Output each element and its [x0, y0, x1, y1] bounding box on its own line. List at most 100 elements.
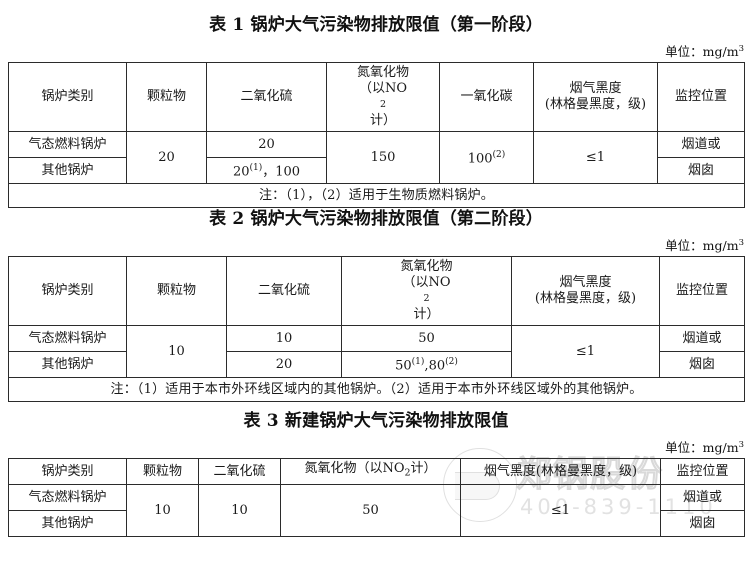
table-row: 其他锅炉 20 50(1),80(2) 烟囱	[8, 351, 745, 379]
nox-a-number: 50	[395, 358, 412, 374]
table-1-unit-label: 单位：mg/m	[665, 44, 739, 60]
table-2-position-line2: 烟囱	[659, 351, 745, 379]
table-2-header-smoke: 烟气黑度 (林格曼黑度，级)	[511, 256, 660, 327]
table-2-header-nox-line1: 氮氧化物	[400, 259, 453, 275]
co-superscript: (2)	[492, 150, 506, 161]
table-row: 其他锅炉 烟囱	[8, 510, 745, 538]
table-1-unit-exponent: 3	[738, 44, 744, 54]
table-1-header-nox-line2: （以NO 2 计）	[328, 81, 438, 129]
table-1-header-smoke: 烟气黑度 (林格曼黑度，级)	[533, 62, 658, 133]
nox-pre: 氮氧化物（以NO	[304, 461, 405, 477]
table-1-unit: 单位：mg/m3	[0, 41, 752, 60]
table-1-header-category: 锅炉类别	[8, 62, 127, 133]
table-1-nox-value: 150	[326, 131, 440, 185]
table-2-header-category: 锅炉类别	[8, 256, 127, 327]
table-1-smoke-value: ≤1	[533, 131, 658, 185]
table-3-so2-value: 10	[198, 484, 281, 538]
table-1-header-particulate: 颗粒物	[126, 62, 207, 133]
table-1-note: 注：（1），（2）适用于生物质燃料锅炉。	[8, 183, 745, 209]
table-1-row-gas-label: 气态燃料锅炉	[8, 131, 127, 159]
table-3-unit: 单位：mg/m3	[0, 437, 752, 456]
table-3-unit-label: 单位：mg/m	[665, 440, 739, 456]
table-1-so2-gas-value: 20	[206, 131, 327, 159]
table-1-block: 表 1 锅炉大气污染物排放限值（第一阶段） 单位：mg/m3 锅炉类别 颗粒物 …	[0, 14, 752, 209]
table-2-so2-other-value: 20	[226, 351, 342, 379]
table-2-header-nox-line2: （以NO 2 计）	[343, 275, 510, 323]
table-3: 锅炉类别 颗粒物 二氧化硫 氮氧化物（以NO2计） 烟气黑度(林格曼黑度，级) …	[8, 458, 745, 538]
table-3-header-so2: 二氧化硫	[198, 458, 281, 486]
table-1-co-value: 100(2)	[439, 131, 534, 185]
table-2-block: 表 2 锅炉大气污染物排放限值（第二阶段） 单位：mg/m3 锅炉类别 颗粒物 …	[0, 208, 752, 403]
table-3-particulate-value: 10	[126, 484, 199, 538]
nox-post: 计）	[413, 307, 440, 323]
table-1-position-line1: 烟道或	[657, 131, 745, 159]
table-3-unit-exponent: 3	[738, 440, 744, 450]
nox-a-superscript: (1)	[411, 357, 425, 368]
table-1-header-position: 监控位置	[657, 62, 745, 133]
table-2-particulate-value: 10	[126, 325, 227, 379]
table-3-nox-value: 50	[280, 484, 461, 538]
table-row: 气态燃料锅炉 20 20 150 100(2) ≤1 烟道或	[8, 131, 745, 185]
nox-separator: ,	[424, 358, 429, 374]
table-2-note: 注：（1）适用于本市外环线区域内的其他锅炉。（2）适用于本市外环线区域外的其他锅…	[8, 377, 745, 403]
table-2-unit-label: 单位：mg/m	[665, 238, 739, 254]
table-3-header-row: 锅炉类别 颗粒物 二氧化硫 氮氧化物（以NO2计） 烟气黑度(林格曼黑度，级) …	[8, 458, 745, 486]
nox-b-superscript: (2)	[445, 357, 458, 368]
table-1-header-row: 锅炉类别 颗粒物 二氧化硫 氮氧化物 （以NO 2 计） 一氧化碳 烟气黑度 (林格…	[8, 62, 745, 133]
table-3-header-position: 监控位置	[660, 458, 745, 486]
nox-pre: （以NO	[358, 81, 408, 97]
table-3-smoke-value: ≤1	[460, 484, 661, 538]
nox-subscript: 2	[404, 467, 411, 479]
nox-post: 计）	[410, 461, 437, 477]
table-2-nox-other-value: 50(1),80(2)	[341, 351, 512, 379]
table-3-row-other-label: 其他锅炉	[8, 510, 127, 538]
so2-superscript: (1)	[249, 163, 263, 174]
table-2-row-gas-label: 气态燃料锅炉	[8, 325, 127, 353]
table-3-header-smoke: 烟气黑度(林格曼黑度，级)	[460, 458, 661, 486]
table-3-title: 表 3 新建锅炉大气污染物排放限值	[243, 411, 509, 431]
table-3-header-particulate: 颗粒物	[126, 458, 199, 486]
table-2-header-row: 锅炉类别 颗粒物 二氧化硫 氮氧化物 （以NO 2 计） 烟气黑度 (林格曼黑度，级…	[8, 256, 745, 327]
table-2-unit: 单位：mg/m3	[0, 235, 752, 254]
table-3-position-line1: 烟道或	[660, 484, 745, 512]
so2-number: 20	[232, 164, 250, 180]
table-1-particulate-value: 20	[126, 131, 207, 185]
table-1-header-smoke-line2: (林格曼黑度，级)	[544, 97, 647, 113]
table-3-block: 表 3 新建锅炉大气污染物排放限值 单位：mg/m3 锅炉类别 颗粒物 二氧化硫…	[0, 410, 752, 538]
table-2-header-position: 监控位置	[659, 256, 745, 327]
table-1-header-smoke-line1: 烟气黑度	[569, 81, 622, 97]
table-1-header-so2: 二氧化硫	[206, 62, 327, 133]
table-2-so2-gas-value: 10	[226, 325, 342, 353]
nox-subscript: 2	[379, 99, 387, 111]
table-3-header-nox: 氮氧化物（以NO2计）	[280, 458, 461, 486]
table-3-position-line2: 烟囱	[660, 510, 745, 538]
table-2-header-smoke-line1: 烟气黑度	[559, 275, 612, 291]
nox-pre: （以NO	[402, 275, 451, 291]
table-2-header-particulate: 颗粒物	[126, 256, 227, 327]
table-1-header-nox-line1: 氮氧化物	[356, 65, 409, 81]
table-2-unit-exponent: 3	[738, 238, 744, 248]
table-1-header-nox: 氮氧化物 （以NO 2 计）	[326, 62, 440, 133]
table-1-so2-other-value: 20(1)，100	[206, 157, 327, 185]
table-2-nox-gas-value: 50	[341, 325, 512, 353]
table-row: 气态燃料锅炉 10 10 50 ≤1 烟道或	[8, 484, 745, 538]
table-1-note-row: 注：（1），（2）适用于生物质燃料锅炉。	[8, 183, 745, 209]
table-2-position-line1: 烟道或	[659, 325, 745, 353]
table-2-row-other-label: 其他锅炉	[8, 351, 127, 379]
table-2: 锅炉类别 颗粒物 二氧化硫 氮氧化物 （以NO 2 计） 烟气黑度 (林格曼黑度，级…	[8, 256, 745, 403]
table-2-note-row: 注：（1）适用于本市外环线区域内的其他锅炉。（2）适用于本市外环线区域外的其他锅…	[8, 377, 745, 403]
table-1-title: 表 1 锅炉大气污染物排放限值（第一阶段）	[209, 15, 543, 35]
table-row: 其他锅炉 20(1)，100 烟囱	[8, 157, 745, 185]
table-2-header-nox: 氮氧化物 （以NO 2 计）	[341, 256, 512, 327]
table-row: 气态燃料锅炉 10 10 50 ≤1 烟道或	[8, 325, 745, 379]
nox-b-number: 80	[428, 358, 446, 374]
table-2-title: 表 2 锅炉大气污染物排放限值（第二阶段）	[209, 209, 543, 229]
table-3-header-category: 锅炉类别	[8, 458, 127, 486]
table-3-row-gas-label: 气态燃料锅炉	[8, 484, 127, 512]
table-1-header-co: 一氧化碳	[439, 62, 534, 133]
table-2-header-so2: 二氧化硫	[226, 256, 342, 327]
nox-post: 计）	[369, 113, 396, 129]
table-2-smoke-value: ≤1	[511, 325, 660, 379]
nox-subscript: 2	[423, 293, 430, 305]
